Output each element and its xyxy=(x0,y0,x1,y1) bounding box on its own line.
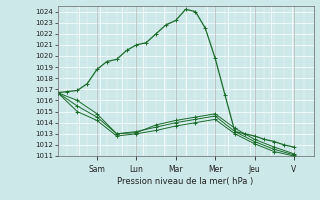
X-axis label: Pression niveau de la mer( hPa ): Pression niveau de la mer( hPa ) xyxy=(117,177,254,186)
